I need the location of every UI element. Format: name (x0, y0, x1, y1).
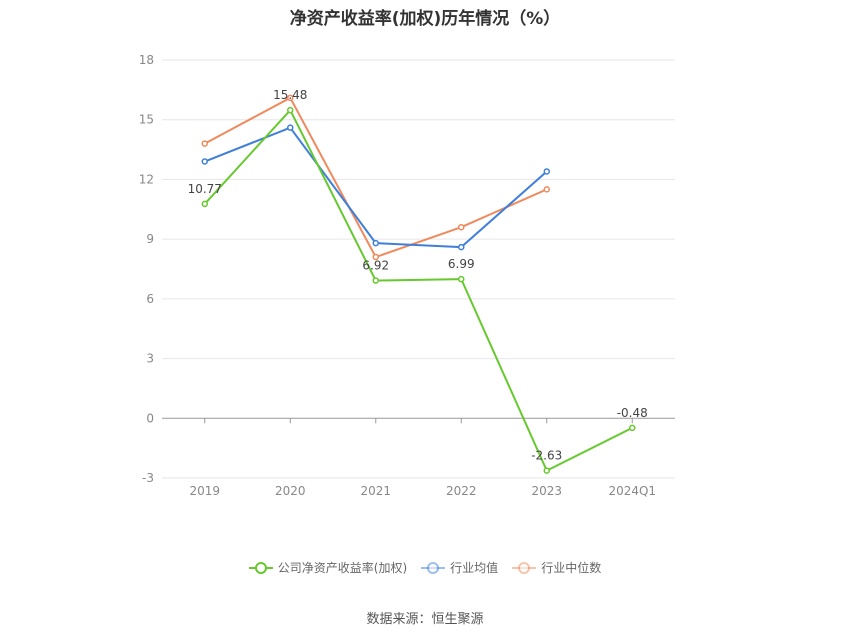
y-tick-label: 15 (139, 113, 154, 127)
legend-marker-company (248, 561, 273, 574)
data-label: 6.92 (362, 259, 389, 273)
chart-title: 净资产收益率(加权)历年情况（%） (289, 9, 561, 29)
data-label: 15.48 (273, 88, 307, 102)
data-point-2 (201, 140, 208, 147)
x-tick-label: 2020 (275, 484, 306, 498)
data-point-2 (287, 94, 294, 102)
legend-marker-industry-median (512, 561, 537, 574)
data-label: -0.48 (617, 406, 648, 420)
y-tick-label: -3 (142, 471, 154, 485)
series-line-0 (204, 109, 633, 472)
data-point-1 (287, 124, 294, 131)
data-label: -2.63 (531, 449, 562, 463)
data-point-0 (543, 467, 550, 474)
y-tick-label: 0 (146, 411, 154, 425)
data-point-0 (372, 277, 379, 284)
x-tick-label: 2019 (189, 484, 220, 498)
data-point-1 (201, 158, 208, 165)
legend: 公司净资产收益率(加权) 行业均值 行业中位数 (0, 559, 850, 576)
legend-label-industry-median: 行业中位数 (541, 561, 602, 575)
data-point-1 (543, 168, 550, 175)
y-tick-label: 9 (146, 232, 154, 246)
data-label: 6.99 (448, 257, 475, 271)
x-tick-label: 2021 (360, 484, 391, 498)
data-point-0 (201, 200, 208, 208)
data-point-1 (458, 243, 465, 251)
data-point-0 (629, 424, 636, 432)
legend-label-industry-mean: 行业均值 (450, 561, 499, 575)
x-tick-label: 2023 (531, 484, 562, 498)
data-point-1 (372, 239, 379, 247)
y-tick-label: 6 (146, 292, 154, 306)
data-point-2 (543, 186, 550, 193)
data-point-2 (372, 253, 379, 261)
legend-marker-industry-mean (421, 561, 446, 574)
data-point-2 (458, 223, 465, 231)
x-tick-label: 2024Q1 (608, 484, 656, 498)
legend-item-industry-median[interactable]: 行业中位数 (512, 559, 601, 576)
x-tick-label: 2022 (446, 484, 477, 498)
legend-label-company: 公司净资产收益率(加权) (277, 561, 408, 575)
y-tick-label: 3 (146, 352, 154, 366)
data-point-0 (458, 275, 465, 283)
data-source: 数据来源：恒生聚源 (366, 612, 484, 627)
legend-item-industry-mean[interactable]: 行业均值 (421, 559, 498, 576)
series-line-2 (204, 96, 548, 259)
data-label: 10.77 (188, 182, 222, 196)
data-point-0 (287, 106, 294, 114)
y-tick-label: 18 (139, 53, 154, 67)
series-line-1 (204, 126, 548, 249)
y-tick-label: 12 (139, 172, 154, 186)
legend-item-company[interactable]: 公司净资产收益率(加权) (248, 559, 408, 576)
